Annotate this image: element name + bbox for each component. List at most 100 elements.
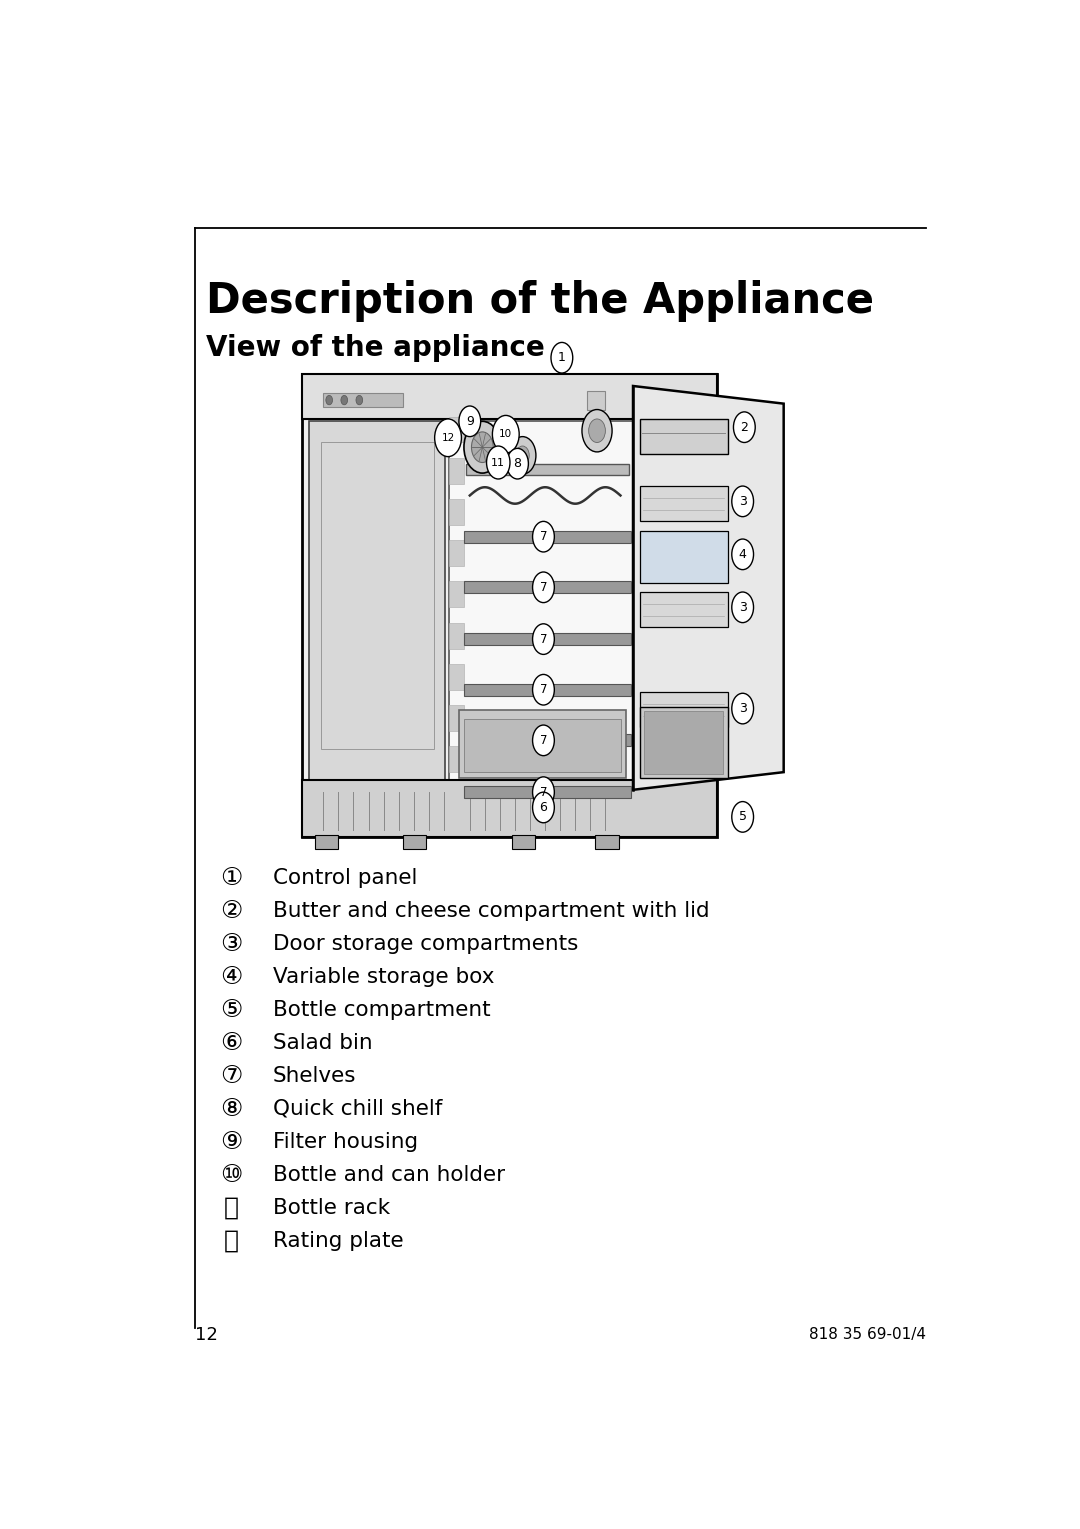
Polygon shape bbox=[464, 531, 631, 543]
Polygon shape bbox=[449, 457, 464, 483]
Text: 12: 12 bbox=[195, 1326, 218, 1344]
Polygon shape bbox=[449, 581, 464, 607]
Circle shape bbox=[732, 592, 754, 622]
Text: 2: 2 bbox=[741, 420, 748, 434]
Circle shape bbox=[434, 419, 461, 457]
Circle shape bbox=[326, 396, 333, 405]
Polygon shape bbox=[639, 486, 728, 521]
Text: 7: 7 bbox=[540, 581, 548, 593]
Polygon shape bbox=[459, 709, 626, 778]
Circle shape bbox=[589, 419, 606, 442]
Text: Shelves: Shelves bbox=[273, 1066, 356, 1086]
Circle shape bbox=[509, 437, 536, 474]
Text: 7: 7 bbox=[540, 734, 548, 746]
Text: 3: 3 bbox=[739, 601, 746, 613]
Text: 3: 3 bbox=[739, 495, 746, 508]
Circle shape bbox=[507, 448, 528, 479]
Text: Bottle compartment: Bottle compartment bbox=[273, 1000, 490, 1020]
Circle shape bbox=[356, 396, 363, 405]
Text: Bottle rack: Bottle rack bbox=[273, 1197, 390, 1217]
Circle shape bbox=[532, 624, 554, 654]
Text: Variable storage box: Variable storage box bbox=[273, 966, 495, 988]
Polygon shape bbox=[464, 581, 631, 593]
Polygon shape bbox=[512, 835, 535, 849]
Circle shape bbox=[532, 572, 554, 602]
Polygon shape bbox=[464, 719, 621, 772]
Text: 7: 7 bbox=[540, 786, 548, 798]
Polygon shape bbox=[595, 835, 619, 849]
Polygon shape bbox=[639, 693, 728, 728]
Polygon shape bbox=[323, 393, 403, 407]
Polygon shape bbox=[464, 786, 631, 798]
Text: 4: 4 bbox=[739, 547, 746, 561]
Text: 9: 9 bbox=[465, 414, 474, 428]
Text: 7: 7 bbox=[540, 683, 548, 696]
Text: ⑨: ⑨ bbox=[220, 1130, 242, 1154]
Text: ①: ① bbox=[220, 865, 242, 890]
Circle shape bbox=[532, 674, 554, 705]
Circle shape bbox=[732, 693, 754, 723]
Circle shape bbox=[532, 777, 554, 807]
Text: 818 35 69-01/4: 818 35 69-01/4 bbox=[809, 1327, 926, 1342]
Circle shape bbox=[582, 410, 612, 453]
Circle shape bbox=[486, 446, 510, 479]
Polygon shape bbox=[588, 391, 606, 410]
Polygon shape bbox=[639, 419, 728, 454]
Circle shape bbox=[341, 396, 348, 405]
Polygon shape bbox=[449, 664, 464, 690]
Text: ⑫: ⑫ bbox=[224, 1229, 239, 1252]
Circle shape bbox=[464, 422, 501, 472]
Text: Description of the Appliance: Description of the Appliance bbox=[206, 280, 874, 323]
Polygon shape bbox=[315, 835, 338, 849]
Text: 5: 5 bbox=[739, 810, 746, 824]
Text: 7: 7 bbox=[540, 531, 548, 543]
Polygon shape bbox=[302, 375, 717, 419]
Circle shape bbox=[732, 486, 754, 517]
Text: Salad bin: Salad bin bbox=[273, 1034, 373, 1053]
Polygon shape bbox=[644, 711, 724, 775]
Circle shape bbox=[551, 342, 572, 373]
Polygon shape bbox=[449, 622, 464, 648]
Polygon shape bbox=[403, 835, 427, 849]
Polygon shape bbox=[633, 385, 784, 790]
Text: 12: 12 bbox=[442, 433, 455, 443]
Text: Door storage compartments: Door storage compartments bbox=[273, 934, 579, 954]
Circle shape bbox=[732, 540, 754, 570]
Polygon shape bbox=[639, 531, 728, 583]
Circle shape bbox=[532, 725, 554, 755]
Polygon shape bbox=[302, 780, 717, 836]
Polygon shape bbox=[449, 746, 464, 772]
Text: Quick chill shelf: Quick chill shelf bbox=[273, 1099, 443, 1119]
Circle shape bbox=[732, 801, 754, 832]
Text: 6: 6 bbox=[540, 801, 548, 813]
Circle shape bbox=[492, 416, 519, 453]
Text: Rating plate: Rating plate bbox=[273, 1231, 404, 1251]
Text: 10: 10 bbox=[499, 430, 512, 439]
Circle shape bbox=[516, 446, 529, 465]
Text: Filter housing: Filter housing bbox=[273, 1131, 418, 1151]
Text: ④: ④ bbox=[220, 965, 242, 989]
Text: ③: ③ bbox=[220, 933, 242, 956]
Polygon shape bbox=[302, 375, 717, 836]
Text: View of the appliance: View of the appliance bbox=[206, 335, 545, 362]
Circle shape bbox=[532, 521, 554, 552]
Text: ⑪: ⑪ bbox=[224, 1196, 239, 1220]
Text: 7: 7 bbox=[540, 633, 548, 645]
Polygon shape bbox=[465, 463, 629, 476]
Polygon shape bbox=[639, 708, 728, 778]
Circle shape bbox=[459, 407, 481, 437]
Polygon shape bbox=[464, 633, 631, 645]
Polygon shape bbox=[464, 734, 631, 746]
Polygon shape bbox=[449, 705, 464, 731]
Polygon shape bbox=[449, 422, 633, 780]
Text: Control panel: Control panel bbox=[273, 868, 418, 888]
Polygon shape bbox=[449, 498, 464, 524]
Polygon shape bbox=[449, 416, 464, 442]
Text: Butter and cheese compartment with lid: Butter and cheese compartment with lid bbox=[273, 901, 710, 920]
Text: 3: 3 bbox=[739, 702, 746, 716]
Text: ⑤: ⑤ bbox=[220, 998, 242, 1021]
Polygon shape bbox=[309, 422, 445, 780]
Circle shape bbox=[472, 431, 494, 462]
Polygon shape bbox=[464, 683, 631, 696]
Text: 8: 8 bbox=[513, 457, 522, 471]
